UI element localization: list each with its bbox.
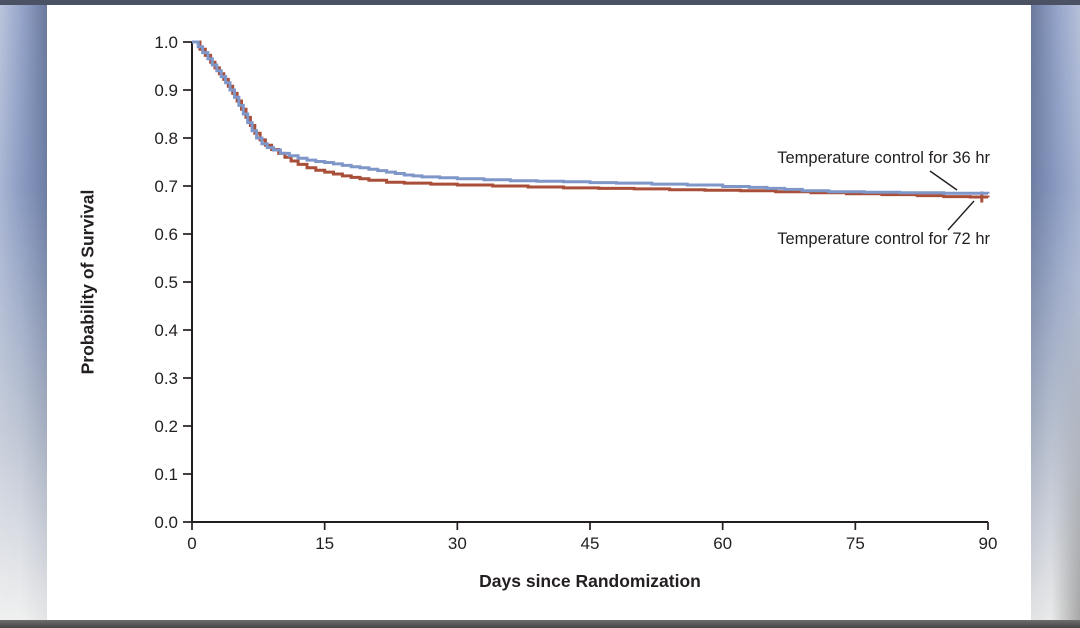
x-tick-label: 30	[448, 534, 467, 553]
leader-line-72hr	[947, 200, 975, 231]
y-tick-label: 0.9	[154, 81, 178, 100]
x-tick-label: 60	[713, 534, 732, 553]
x-tick-label: 15	[315, 534, 334, 553]
y-tick-label: 0.5	[154, 273, 178, 292]
right-page-edge	[1031, 0, 1080, 628]
curve-label-36hr: Temperature control for 36 hr	[777, 149, 990, 167]
y-tick-label: 0.3	[154, 369, 178, 388]
y-tick-label: 0.0	[154, 513, 178, 532]
leader-line-36hr	[929, 170, 958, 191]
bottom-border-band	[0, 620, 1080, 628]
figure-page	[47, 5, 1031, 620]
survival-curve	[192, 40, 990, 199]
y-axis-title: Probability of Survival	[77, 189, 98, 375]
x-tick-label: 45	[581, 534, 600, 553]
y-tick-label: 0.4	[154, 321, 178, 340]
x-axis-title: Days since Randomization	[479, 571, 701, 591]
x-tick-label: 0	[187, 534, 196, 553]
survival-curve	[192, 40, 990, 195]
y-tick-label: 0.7	[154, 177, 178, 196]
x-tick-label: 90	[979, 534, 998, 553]
y-tick-label: 0.2	[154, 417, 178, 436]
top-border-band	[0, 0, 1080, 5]
y-tick-label: 1.0	[154, 33, 178, 52]
left-page-edge	[0, 0, 47, 628]
curve-label-72hr: Temperature control for 72 hr	[777, 230, 990, 248]
y-tick-label: 0.1	[154, 465, 178, 484]
y-tick-label: 0.8	[154, 129, 178, 148]
y-tick-label: 0.6	[154, 225, 178, 244]
x-tick-label: 75	[846, 534, 865, 553]
